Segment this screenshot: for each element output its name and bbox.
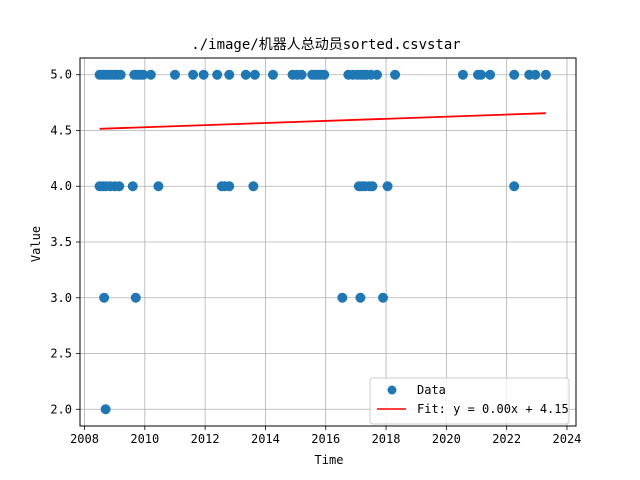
x-tick-label: 2022 (492, 432, 521, 446)
chart-title: ./image/机器人总动员sorted.csvstar (191, 37, 460, 53)
data-point (100, 404, 111, 415)
data-point (267, 69, 278, 80)
data-point (130, 292, 141, 303)
fit-line (99, 112, 546, 130)
data-point (355, 292, 366, 303)
data-point (378, 292, 389, 303)
data-point (188, 69, 199, 80)
legend-box (369, 377, 570, 425)
legend-fit-label: Fit: y = 0.00x + 4.15 (417, 402, 569, 416)
data-point (530, 69, 541, 80)
data-point (457, 69, 468, 80)
legend-data-label: Data (417, 383, 446, 397)
y-tick-label: 3.5 (50, 235, 72, 249)
data-point (99, 292, 110, 303)
x-tick-label: 2016 (311, 432, 340, 446)
x-tick-label: 2012 (191, 432, 220, 446)
y-tick-label: 4.0 (50, 179, 72, 193)
y-tick-label: 5.0 (50, 68, 72, 82)
y-tick-label: 3.0 (50, 291, 72, 305)
y-tick-label: 2.0 (50, 402, 72, 416)
x-axis-ticks: 2008 2010 2012 2014 2016 2018 2020 2022 2024 (70, 426, 581, 446)
x-tick-label: 2020 (432, 432, 461, 446)
x-axis-label: Time (315, 453, 344, 467)
data-point (127, 181, 138, 192)
x-tick-label: 2024 (553, 432, 582, 446)
y-axis-ticks: 2.0 2.5 3.0 3.5 4.0 4.5 5.0 (50, 68, 80, 416)
data-point (153, 181, 164, 192)
data-point (212, 69, 223, 80)
y-tick-label: 2.5 (50, 347, 72, 361)
x-tick-label: 2018 (372, 432, 401, 446)
x-tick-label: 2010 (130, 432, 159, 446)
data-point (371, 69, 382, 80)
data-point (115, 69, 126, 80)
y-axis-label: Value (29, 226, 43, 262)
data-point (224, 181, 235, 192)
data-point (240, 69, 251, 80)
data-point (138, 69, 149, 80)
data-point (367, 181, 378, 192)
x-tick-label: 2014 (251, 432, 280, 446)
data-points (94, 69, 551, 415)
fit-line-layer (99, 112, 546, 130)
data-point (382, 181, 393, 192)
data-point (169, 69, 180, 80)
data-point (249, 69, 260, 80)
data-point (224, 69, 235, 80)
data-point (485, 69, 496, 80)
data-point (509, 69, 520, 80)
data-point (198, 69, 209, 80)
y-tick-label: 4.5 (50, 123, 72, 137)
legend-data-marker (387, 385, 397, 395)
data-point (540, 69, 551, 80)
data-point (476, 69, 487, 80)
data-point (296, 69, 307, 80)
data-point (248, 181, 259, 192)
data-point (390, 69, 401, 80)
x-tick-label: 2008 (70, 432, 99, 446)
data-point (337, 292, 348, 303)
data-point (509, 181, 520, 192)
data-point (145, 69, 156, 80)
data-point (114, 181, 125, 192)
legend: Data Fit: y = 0.00x + 4.15 (369, 377, 570, 425)
data-point (319, 69, 330, 80)
